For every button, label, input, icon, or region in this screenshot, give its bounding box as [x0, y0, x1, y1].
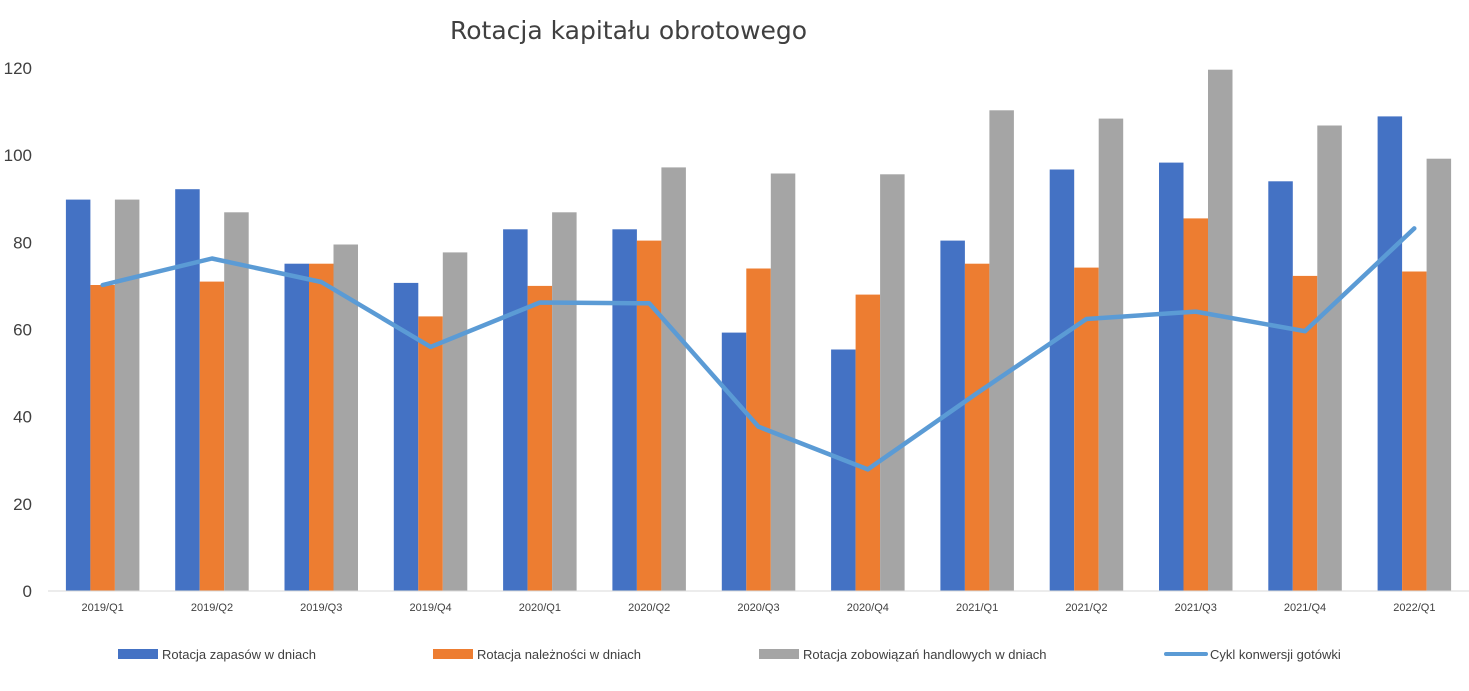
bar-rotacja-zapaso-w-w-dniach	[503, 229, 527, 591]
bar-rotacja-zobowia-zan-handlowych-w-dniach	[115, 200, 139, 591]
bar-rotacja-nalez-nos-ci-w-dniach	[309, 264, 334, 591]
bar-rotacja-nalez-nos-ci-w-dniach	[90, 285, 115, 591]
x-tick-label: 2020/Q2	[628, 602, 670, 614]
bar-rotacja-nalez-nos-ci-w-dniach	[200, 282, 225, 591]
bar-rotacja-nalez-nos-ci-w-dniach	[1074, 268, 1099, 591]
bar-rotacja-zobowia-zan-handlowych-w-dniach	[552, 212, 577, 591]
x-axis-ticks: 2019/Q1 2019/Q2 2019/Q3 2019/Q4 2020/Q1 2020/…	[82, 602, 1436, 614]
bar-rotacja-zobowia-zan-handlowych-w-dniach	[1427, 159, 1452, 591]
legend-swatch	[118, 649, 158, 659]
bar-rotacja-zobowia-zan-handlowych-w-dniach	[771, 174, 796, 592]
bar-rotacja-nalez-nos-ci-w-dniach	[1184, 218, 1209, 591]
bar-rotacja-zobowia-zan-handlowych-w-dniach	[224, 212, 249, 591]
bar-rotacja-nalez-nos-ci-w-dniach	[1402, 272, 1427, 592]
legend-label: Rotacja należności w dniach	[477, 647, 641, 662]
y-tick-label: 40	[13, 408, 32, 427]
x-tick-label: 2020/Q4	[847, 602, 889, 614]
legend-swatch	[759, 649, 799, 659]
bar-rotacja-zapaso-w-w-dniach	[1159, 163, 1184, 591]
bar-rotacja-zapaso-w-w-dniach	[722, 333, 747, 591]
bar-rotacja-zobowia-zan-handlowych-w-dniach	[880, 174, 905, 591]
x-tick-label: 2020/Q1	[519, 602, 561, 614]
x-tick-label: 2022/Q1	[1393, 602, 1435, 614]
x-tick-label: 2021/Q4	[1284, 602, 1326, 614]
bar-rotacja-zapaso-w-w-dniach	[66, 200, 91, 591]
bar-rotacja-nalez-nos-ci-w-dniach	[418, 316, 443, 591]
y-axis-ticks: 0 20 40 60 80 100 120	[4, 59, 32, 601]
bar-rotacja-nalez-nos-ci-w-dniach	[965, 264, 990, 591]
x-tick-label: 2021/Q3	[1175, 602, 1217, 614]
bar-rotacja-nalez-nos-ci-w-dniach	[528, 286, 553, 591]
bar-rotacja-nalez-nos-ci-w-dniach	[637, 241, 662, 591]
bar-rotacja-zapaso-w-w-dniach	[1268, 181, 1293, 591]
bar-rotacja-zobowia-zan-handlowych-w-dniach	[443, 252, 468, 591]
bar-rotacja-zapaso-w-w-dniach	[1050, 170, 1075, 592]
bar-rotacja-zapaso-w-w-dniach	[612, 229, 637, 591]
bar-rotacja-zapaso-w-w-dniach	[285, 264, 310, 591]
legend-label: Rotacja zapasów w dniach	[162, 647, 316, 662]
legend-swatch	[433, 649, 473, 659]
x-tick-label: 2019/Q1	[82, 602, 124, 614]
bar-rotacja-zobowia-zan-handlowych-w-dniach	[1208, 70, 1233, 591]
y-tick-label: 60	[13, 321, 32, 340]
chart-title: Rotacja kapitału obrotowego	[450, 16, 807, 45]
y-tick-label: 0	[23, 582, 32, 601]
y-tick-label: 100	[4, 146, 32, 165]
y-tick-label: 80	[13, 233, 32, 252]
y-tick-label: 20	[13, 495, 32, 514]
bar-rotacja-zapaso-w-w-dniach	[1378, 116, 1403, 591]
bar-rotacja-zapaso-w-w-dniach	[175, 189, 200, 591]
bar-rotacja-zobowia-zan-handlowych-w-dniach	[1099, 119, 1124, 591]
x-tick-label: 2021/Q2	[1065, 602, 1107, 614]
legend-label: Cykl konwersji gotówki	[1210, 647, 1341, 662]
bar-rotacja-nalez-nos-ci-w-dniach	[856, 295, 881, 591]
x-tick-label: 2019/Q2	[191, 602, 233, 614]
x-tick-label: 2021/Q1	[956, 602, 998, 614]
x-tick-label: 2019/Q4	[409, 602, 451, 614]
y-tick-label: 120	[4, 59, 32, 78]
bar-rotacja-zobowia-zan-handlowych-w-dniach	[989, 110, 1014, 591]
bar-rotacja-zapaso-w-w-dniach	[831, 350, 856, 592]
x-tick-label: 2020/Q3	[737, 602, 779, 614]
legend-label: Rotacja zobowiązań handlowych w dniach	[803, 647, 1047, 662]
x-tick-label: 2019/Q3	[300, 602, 342, 614]
legend: Rotacja zapasów w dniach Rotacja należnoś…	[118, 647, 1341, 662]
bar-rotacja-zobowia-zan-handlowych-w-dniach	[1317, 126, 1342, 592]
bar-series-group	[66, 70, 1451, 591]
bar-rotacja-zobowia-zan-handlowych-w-dniach	[661, 167, 686, 591]
